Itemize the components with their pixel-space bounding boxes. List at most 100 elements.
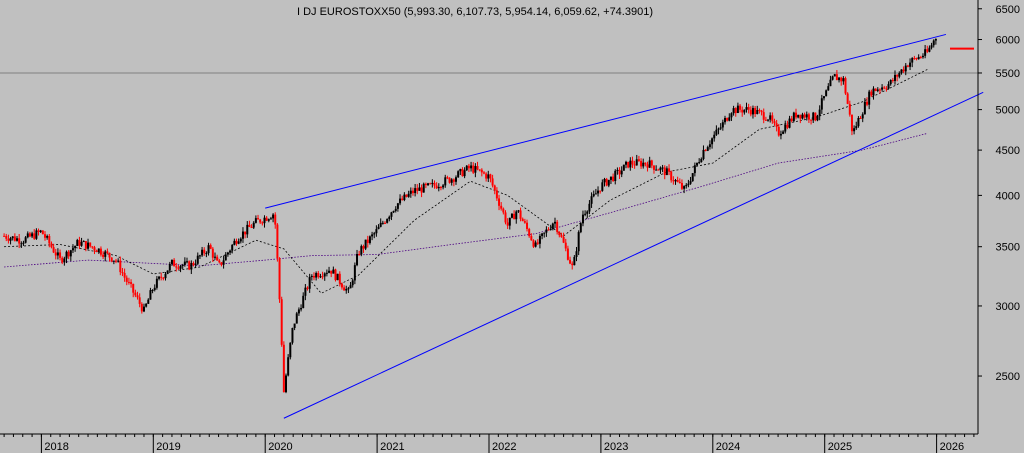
candle-body bbox=[650, 160, 653, 166]
candle-body bbox=[82, 241, 85, 243]
candle-body bbox=[769, 115, 772, 120]
candle-body bbox=[93, 247, 96, 251]
candle-body bbox=[63, 258, 66, 263]
candle-body bbox=[209, 245, 212, 249]
candle-body bbox=[480, 169, 483, 173]
candle-body bbox=[418, 187, 421, 191]
candle-body bbox=[792, 112, 795, 121]
candle-body bbox=[371, 234, 374, 237]
candle-body bbox=[678, 181, 681, 184]
candle-body bbox=[325, 272, 328, 274]
candle-body bbox=[838, 77, 841, 81]
candle-body bbox=[295, 313, 298, 324]
ma-long-series bbox=[4, 133, 928, 268]
candle-body bbox=[170, 259, 173, 264]
candle-body bbox=[618, 169, 621, 175]
candle-body bbox=[648, 160, 651, 168]
candle-body bbox=[5, 235, 8, 239]
plot-background bbox=[0, 0, 978, 434]
candle-body bbox=[893, 74, 896, 81]
candle-body bbox=[581, 214, 584, 224]
candle-body bbox=[149, 290, 152, 300]
candle-body bbox=[715, 129, 718, 135]
candle-body bbox=[7, 238, 10, 241]
candle-body bbox=[848, 103, 851, 115]
candle-body bbox=[302, 295, 305, 308]
candle-body bbox=[399, 198, 402, 204]
candle-body bbox=[211, 248, 214, 258]
candle-body bbox=[134, 292, 137, 296]
candle-body bbox=[110, 257, 113, 262]
candle-body bbox=[883, 87, 886, 89]
candle-body bbox=[50, 243, 53, 248]
candle-body bbox=[536, 242, 539, 244]
candle-body bbox=[386, 219, 389, 223]
candle-body bbox=[523, 221, 526, 223]
candle-body bbox=[463, 170, 466, 177]
candle-body bbox=[646, 164, 649, 168]
candle-body bbox=[102, 254, 105, 257]
candle-body bbox=[810, 119, 813, 121]
candle-body bbox=[902, 69, 905, 72]
candle-body bbox=[229, 250, 232, 253]
candle-body bbox=[816, 115, 819, 121]
candle-body bbox=[603, 178, 606, 183]
y-tick-label: 2500 bbox=[996, 371, 1020, 383]
candle-body bbox=[857, 117, 860, 127]
candle-body bbox=[186, 261, 189, 263]
candle-body bbox=[881, 87, 884, 90]
candle-body bbox=[566, 248, 569, 260]
candle-body bbox=[457, 171, 460, 178]
candle-body bbox=[797, 114, 800, 118]
chart-title: I DJ EUROSTOXX50 (5,993.30, 6,107.73, 5,… bbox=[297, 6, 653, 18]
candle-body bbox=[670, 171, 673, 181]
candle-body bbox=[353, 265, 356, 281]
candle-body bbox=[76, 240, 79, 246]
candle-body bbox=[917, 56, 920, 60]
candle-body bbox=[142, 306, 145, 312]
candle-body bbox=[829, 79, 832, 87]
candle-body bbox=[213, 256, 216, 258]
candle-body bbox=[112, 260, 115, 262]
candle-body bbox=[721, 122, 724, 128]
candle-body bbox=[846, 93, 849, 104]
ma-short-series bbox=[4, 69, 928, 294]
candle-body bbox=[687, 183, 690, 185]
candle-body bbox=[878, 89, 881, 91]
candle-body bbox=[132, 283, 135, 293]
candle-body bbox=[588, 203, 591, 212]
candle-body bbox=[41, 230, 44, 235]
candle-body bbox=[844, 78, 847, 94]
candle-body bbox=[306, 287, 309, 289]
candle-body bbox=[125, 277, 128, 282]
candle-body bbox=[584, 213, 587, 215]
candle-body bbox=[276, 224, 279, 259]
candle-body bbox=[54, 252, 57, 256]
candle-body bbox=[11, 236, 14, 239]
candle-body bbox=[108, 252, 111, 258]
candle-body bbox=[80, 241, 83, 246]
candle-body bbox=[510, 213, 513, 218]
candle-body bbox=[46, 235, 49, 238]
candle-body bbox=[674, 180, 677, 182]
candle-body bbox=[345, 288, 348, 291]
x-tick-label: 2020 bbox=[268, 441, 292, 453]
candle-body bbox=[69, 250, 72, 257]
candle-body bbox=[620, 170, 623, 175]
candle-body bbox=[921, 55, 924, 58]
candle-body bbox=[506, 222, 509, 226]
candle-body bbox=[784, 124, 787, 132]
candle-body bbox=[401, 198, 404, 201]
candle-body bbox=[855, 126, 858, 129]
candle-body bbox=[663, 167, 666, 176]
candle-body bbox=[33, 233, 36, 239]
candle-body bbox=[696, 162, 699, 166]
candle-body bbox=[407, 193, 410, 197]
candle-body bbox=[569, 259, 572, 264]
candle-body bbox=[89, 242, 92, 247]
candle-body bbox=[379, 222, 382, 227]
candle-body bbox=[293, 323, 296, 329]
candle-body bbox=[818, 109, 821, 116]
candle-body bbox=[246, 224, 249, 235]
candle-body bbox=[388, 216, 391, 220]
